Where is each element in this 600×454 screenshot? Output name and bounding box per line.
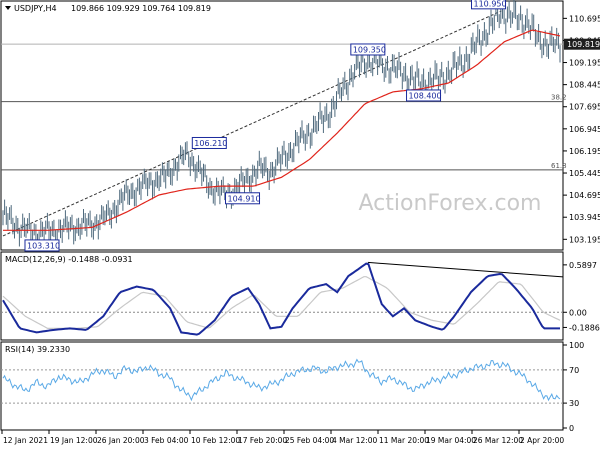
- dropdown-triangle-icon[interactable]: [5, 6, 11, 10]
- price-annotation-label: 109.350: [353, 45, 386, 54]
- price-annotation-label: 104.910: [228, 194, 261, 203]
- rsi-y-axis: 100 70 30 0: [563, 341, 584, 433]
- macd-trendline: [367, 261, 564, 278]
- rsi-tick-label: 70: [569, 366, 579, 375]
- price-annotation-label: 106.210: [194, 139, 227, 148]
- price-annotation-label: 108.400: [409, 91, 442, 100]
- price-tick-label: 106.195: [569, 147, 600, 156]
- price-tick-label: 109.195: [569, 59, 600, 68]
- fib-level-label: 38.2: [551, 94, 567, 102]
- price-annotation-box: [471, 0, 507, 10]
- price-tick-label: 106.945: [569, 125, 600, 134]
- macd-tick-label: 0.00: [569, 308, 587, 317]
- x-tick-label: 11 Mar 20:00: [379, 436, 429, 445]
- last-price-text: 109.819: [567, 40, 600, 49]
- x-tick-label: 2 Apr 20:00: [520, 436, 564, 445]
- price-candles: [2, 0, 561, 251]
- price-tick-label: 110.695: [569, 14, 600, 23]
- fib-level-label: 61.8: [551, 162, 567, 170]
- macd-tick-label: 0.5897: [569, 261, 597, 270]
- price-tick-label: 107.695: [569, 103, 600, 112]
- ohlc-label: 109.866 109.929 109.764 109.819: [71, 4, 211, 13]
- price-annotation-box: [191, 136, 227, 149]
- price-tick-label: 108.445: [569, 81, 600, 90]
- price-tick-label: 103.945: [569, 213, 600, 222]
- x-tick-label: 19 Mar 04:00: [426, 436, 476, 445]
- price-tick-label: 103.195: [569, 235, 600, 244]
- price-tick-label: 104.695: [569, 191, 600, 200]
- x-tick-label: 17 Feb 20:00: [238, 436, 287, 445]
- x-tick-label: 12 Jan 2021: [3, 436, 48, 445]
- macd-tick-label: -0.1886: [569, 323, 600, 332]
- price-annotation-box: [350, 43, 386, 56]
- price-annotation-label: 103.310: [27, 241, 60, 250]
- x-axis: 12 Jan 2021 19 Jan 12:00 26 Jan 20:00 3 Feb…: [1, 430, 564, 445]
- macd-lines: [1, 261, 564, 336]
- price-trendline-segment: [2, 10, 502, 237]
- price-annotation-box: [406, 89, 442, 102]
- x-tick-label: 19 Jan 12:00: [50, 436, 98, 445]
- watermark: ActionForex.com: [359, 191, 542, 216]
- rsi-panel: [0, 341, 564, 431]
- price-trendline: [2, 10, 502, 237]
- x-tick-label: 3 Feb 04:00: [144, 436, 189, 445]
- x-tick-label: 26 Mar 12:00: [473, 436, 523, 445]
- rsi-line: [2, 358, 561, 402]
- x-tick-label: 26 Jan 20:00: [97, 436, 145, 445]
- rsi-title: RSI(14) 39.2330: [5, 345, 70, 354]
- x-tick-label: 10 Feb 12:00: [191, 436, 240, 445]
- ma-line: [3, 29, 561, 231]
- rsi-tick-label: 0: [569, 424, 574, 433]
- macd-line: [2, 262, 560, 336]
- price-annotation-box: [225, 192, 261, 205]
- macd-signal-line: [2, 276, 561, 329]
- macd-title: MACD(12,26,9) -0.1488 -0.0931: [5, 255, 133, 264]
- last-price-tag: 109.819: [564, 38, 600, 50]
- header: USDJPY,H4 109.866 109.929 109.764 109.81…: [5, 4, 211, 13]
- price-levels: 38.2 61.8: [1, 43, 567, 171]
- x-tick-label: 4 Mar 12:00: [332, 436, 378, 445]
- price-tick-label: 105.445: [569, 169, 600, 178]
- price-annotation-box: [24, 239, 60, 252]
- price-panel: [0, 0, 564, 251]
- x-tick-label: 25 Feb 04:00: [285, 436, 334, 445]
- rsi-tick-label: 100: [569, 341, 584, 350]
- price-moving-average: [3, 29, 561, 231]
- macd-y-axis: 0.5897 0.00 -0.1886: [563, 261, 600, 332]
- symbol-label: USDJPY,H4: [14, 4, 57, 13]
- price-annotation-label: 110.950: [474, 0, 507, 8]
- rsi-tick-label: 30: [569, 399, 579, 408]
- price-annotations: 103.310 106.210 104.910 109.350 108.400 110.9…: [24, 0, 507, 252]
- rsi-lines: [1, 358, 563, 404]
